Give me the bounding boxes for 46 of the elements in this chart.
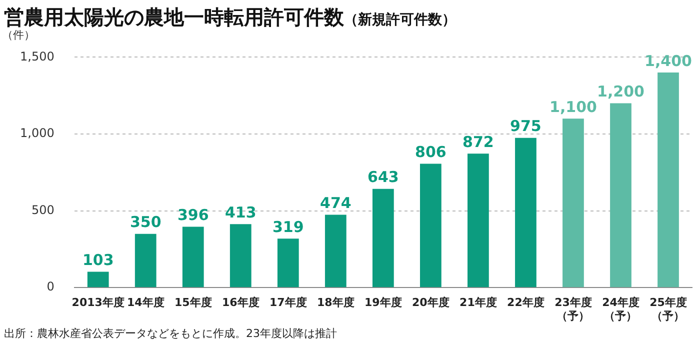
- x-tick-label: 18年度: [317, 296, 354, 310]
- data-label: 1,200: [597, 82, 644, 101]
- bar: [182, 226, 204, 288]
- x-tick-label: 15年度: [174, 296, 212, 310]
- x-tick-label: 17年度: [270, 296, 307, 310]
- bar: [562, 118, 584, 288]
- bar: [87, 272, 109, 288]
- chart-subtitle: （新規許可件数）: [344, 12, 456, 28]
- data-label: 806: [415, 143, 446, 162]
- x-tick-label: 2013年度: [72, 296, 124, 310]
- x-tick-label: 14年度: [126, 296, 164, 310]
- data-label: 319: [272, 218, 304, 236]
- bar: [658, 72, 679, 288]
- bar: [468, 154, 489, 288]
- bar: [230, 224, 252, 288]
- data-label: 1,100: [549, 98, 597, 116]
- bar: [420, 164, 442, 288]
- data-label: 103: [82, 251, 114, 270]
- x-tick-label: 21年度: [460, 296, 497, 310]
- x-tick-label: 23年度（予）: [554, 296, 592, 322]
- data-label: 396: [177, 206, 209, 224]
- data-label: 872: [462, 133, 494, 152]
- bar: [277, 238, 299, 288]
- bar: [372, 188, 394, 288]
- x-tick-label: 20年度: [412, 296, 450, 310]
- bar: [324, 214, 346, 288]
- data-label: 474: [320, 194, 352, 212]
- text: 出所：農林水産省公表データなどをもとに作成。23年度以降は推計: [3, 326, 338, 341]
- bar: [134, 234, 156, 288]
- bar: [515, 138, 536, 288]
- y-tick-label: 0: [46, 280, 54, 294]
- x-tick-label: 22年度: [507, 296, 544, 310]
- x-tick-label: 19年度: [364, 296, 402, 310]
- y-tick-label: 500: [31, 202, 54, 217]
- bar: [610, 103, 632, 288]
- x-tick-label: 25年度（予）: [650, 296, 687, 322]
- data-label: 413: [224, 204, 256, 222]
- x-tick-label: 24年度（予）: [602, 296, 640, 322]
- data-label: 975: [510, 117, 542, 136]
- data-label: 350: [130, 213, 162, 232]
- x-tick-label: 16年度: [222, 296, 260, 310]
- y-tick-label: 1,500: [20, 49, 54, 64]
- chart-title: 営農用太陽光の農地一時転用許可件数: [4, 5, 344, 29]
- data-label: 643: [368, 168, 399, 186]
- y-tick-label: 1,000: [20, 126, 54, 140]
- data-label: 1,400: [644, 52, 692, 70]
